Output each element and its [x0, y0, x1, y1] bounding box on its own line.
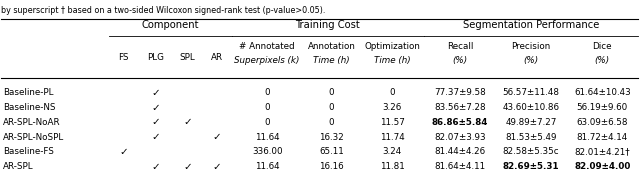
Text: Superpixels (k): Superpixels (k) — [234, 56, 300, 65]
Text: by superscript † based on a two-sided Wilcoxon signed-rank test (p-value>0.05).: by superscript † based on a two-sided Wi… — [1, 6, 326, 15]
Text: 83.56±7.28: 83.56±7.28 — [434, 103, 486, 112]
Text: Time (h): Time (h) — [313, 56, 350, 65]
Text: 16.16: 16.16 — [319, 162, 344, 171]
Text: AR-SPL-NoAR: AR-SPL-NoAR — [3, 118, 60, 127]
Text: ✓: ✓ — [183, 117, 192, 127]
Text: PLG: PLG — [147, 53, 164, 62]
Text: 82.69±5.31: 82.69±5.31 — [503, 162, 559, 171]
Text: ✓: ✓ — [152, 132, 160, 142]
Text: (%): (%) — [524, 56, 539, 65]
Text: 43.60±10.86: 43.60±10.86 — [502, 103, 559, 112]
Text: ✓: ✓ — [152, 103, 160, 112]
Text: 336.00: 336.00 — [252, 147, 282, 156]
Text: Segmentation Performance: Segmentation Performance — [463, 20, 599, 30]
Text: 0: 0 — [264, 103, 270, 112]
Text: 77.37±9.58: 77.37±9.58 — [434, 88, 486, 97]
Text: Component: Component — [141, 20, 199, 30]
Text: ✓: ✓ — [120, 147, 128, 157]
Text: 11.57: 11.57 — [380, 118, 404, 127]
Text: ✓: ✓ — [183, 162, 192, 172]
Text: SPL: SPL — [180, 53, 196, 62]
Text: AR-SPL-NoSPL: AR-SPL-NoSPL — [3, 133, 64, 142]
Text: 0: 0 — [390, 88, 395, 97]
Text: 81.53±5.49: 81.53±5.49 — [506, 133, 557, 142]
Text: (%): (%) — [452, 56, 467, 65]
Text: Time (h): Time (h) — [374, 56, 411, 65]
Text: AR-SPL: AR-SPL — [3, 162, 33, 171]
Text: 16.32: 16.32 — [319, 133, 344, 142]
Text: ✓: ✓ — [152, 162, 160, 172]
Text: Precision: Precision — [511, 42, 551, 51]
Text: 86.86±5.84: 86.86±5.84 — [432, 118, 488, 127]
Text: ✓: ✓ — [212, 132, 221, 142]
Text: 82.09±4.00: 82.09±4.00 — [574, 162, 630, 171]
Text: 11.64: 11.64 — [255, 133, 280, 142]
Text: ✓: ✓ — [212, 162, 221, 172]
Text: Training Cost: Training Cost — [296, 20, 360, 30]
Text: 3.26: 3.26 — [383, 103, 402, 112]
Text: Recall: Recall — [447, 42, 473, 51]
Text: 56.19±9.60: 56.19±9.60 — [577, 103, 628, 112]
Text: 82.07±3.93: 82.07±3.93 — [434, 133, 486, 142]
Text: 0: 0 — [329, 118, 334, 127]
Text: 63.09±6.58: 63.09±6.58 — [577, 118, 628, 127]
Text: 82.58±5.35c: 82.58±5.35c — [503, 147, 559, 156]
Text: Dice: Dice — [593, 42, 612, 51]
Text: 0: 0 — [329, 88, 334, 97]
Text: Baseline-PL: Baseline-PL — [3, 88, 53, 97]
Text: Baseline-NS: Baseline-NS — [3, 103, 55, 112]
Text: 81.44±4.26: 81.44±4.26 — [435, 147, 486, 156]
Text: AR: AR — [211, 53, 223, 62]
Text: Annotation: Annotation — [308, 42, 355, 51]
Text: # Annotated: # Annotated — [239, 42, 295, 51]
Text: 56.57±11.48: 56.57±11.48 — [502, 88, 559, 97]
Text: Baseline-FS: Baseline-FS — [3, 147, 54, 156]
Text: ✓: ✓ — [152, 88, 160, 98]
Text: 61.64±10.43: 61.64±10.43 — [574, 88, 631, 97]
Text: 0: 0 — [329, 103, 334, 112]
Text: Optimization: Optimization — [364, 42, 420, 51]
Text: 81.64±4.11: 81.64±4.11 — [435, 162, 486, 171]
Text: 65.11: 65.11 — [319, 147, 344, 156]
Text: FS: FS — [118, 53, 129, 62]
Text: 0: 0 — [264, 118, 270, 127]
Text: 11.81: 11.81 — [380, 162, 404, 171]
Text: 3.24: 3.24 — [383, 147, 402, 156]
Text: 11.74: 11.74 — [380, 133, 404, 142]
Text: 81.72±4.14: 81.72±4.14 — [577, 133, 628, 142]
Text: 49.89±7.27: 49.89±7.27 — [506, 118, 557, 127]
Text: ✓: ✓ — [152, 117, 160, 127]
Text: (%): (%) — [595, 56, 610, 65]
Text: 0: 0 — [264, 88, 270, 97]
Text: 82.01±4.21†: 82.01±4.21† — [575, 147, 630, 156]
Text: 11.64: 11.64 — [255, 162, 280, 171]
